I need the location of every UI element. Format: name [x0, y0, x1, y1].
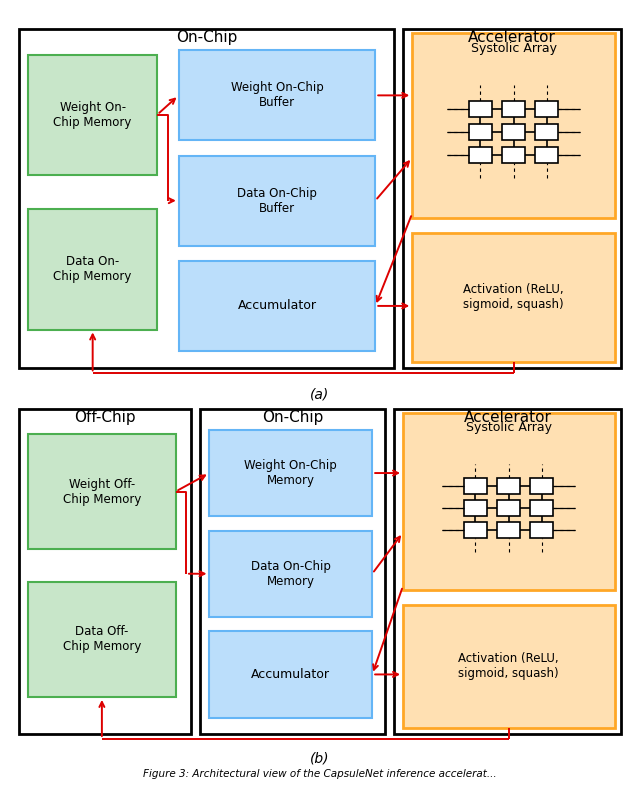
Text: Activation (ReLU,
sigmoid, squash): Activation (ReLU, sigmoid, squash): [458, 652, 559, 680]
Bar: [179, 260, 375, 351]
Text: Figure 3: Architectural view of the CapsuleNet inference accelerat...: Figure 3: Architectural view of the Caps…: [143, 769, 497, 779]
Text: Off-Chip: Off-Chip: [74, 410, 136, 425]
Bar: [19, 29, 394, 368]
Text: Accumulator: Accumulator: [252, 668, 330, 681]
Bar: [497, 478, 520, 494]
Text: Weight On-Chip
Buffer: Weight On-Chip Buffer: [230, 81, 323, 110]
Bar: [464, 478, 487, 494]
Text: Accumulator: Accumulator: [237, 299, 317, 312]
Bar: [535, 124, 558, 140]
Bar: [209, 631, 372, 718]
Bar: [19, 410, 191, 734]
Bar: [179, 156, 375, 246]
Bar: [464, 522, 487, 538]
Bar: [28, 210, 157, 330]
Bar: [403, 29, 621, 368]
Bar: [464, 500, 487, 516]
Bar: [28, 582, 175, 697]
Text: Activation (ReLU,
sigmoid, squash): Activation (ReLU, sigmoid, squash): [463, 283, 564, 311]
Text: Data On-Chip
Memory: Data On-Chip Memory: [251, 560, 331, 588]
Text: (a): (a): [310, 387, 330, 401]
Bar: [209, 530, 372, 617]
Bar: [412, 233, 615, 362]
Bar: [412, 33, 615, 218]
Bar: [530, 478, 554, 494]
Text: On-Chip: On-Chip: [175, 30, 237, 45]
Bar: [497, 522, 520, 538]
Bar: [535, 101, 558, 117]
Text: Accelerator: Accelerator: [468, 30, 556, 45]
Text: Accelerator: Accelerator: [463, 410, 551, 425]
Bar: [403, 414, 615, 590]
Text: Weight Off-
Chip Memory: Weight Off- Chip Memory: [63, 477, 141, 506]
Text: Systolic Array: Systolic Array: [466, 422, 552, 434]
Bar: [209, 430, 372, 516]
Text: Weight On-
Chip Memory: Weight On- Chip Memory: [54, 101, 132, 129]
Bar: [468, 147, 492, 164]
Bar: [28, 55, 157, 175]
Bar: [468, 101, 492, 117]
Bar: [497, 500, 520, 516]
Bar: [502, 101, 525, 117]
Text: (b): (b): [310, 752, 330, 765]
Text: Weight On-Chip
Memory: Weight On-Chip Memory: [244, 459, 337, 487]
Text: Data On-Chip
Buffer: Data On-Chip Buffer: [237, 187, 317, 214]
Bar: [403, 604, 615, 728]
Bar: [530, 500, 554, 516]
Bar: [502, 124, 525, 140]
Bar: [468, 124, 492, 140]
Bar: [535, 147, 558, 164]
Bar: [502, 147, 525, 164]
Bar: [530, 522, 554, 538]
Text: Systolic Array: Systolic Array: [470, 41, 557, 55]
Text: Data On-
Chip Memory: Data On- Chip Memory: [54, 256, 132, 283]
Bar: [28, 434, 175, 549]
Text: On-Chip: On-Chip: [262, 410, 323, 425]
Bar: [179, 50, 375, 141]
Bar: [394, 410, 621, 734]
Text: Data Off-
Chip Memory: Data Off- Chip Memory: [63, 626, 141, 653]
Bar: [200, 410, 385, 734]
